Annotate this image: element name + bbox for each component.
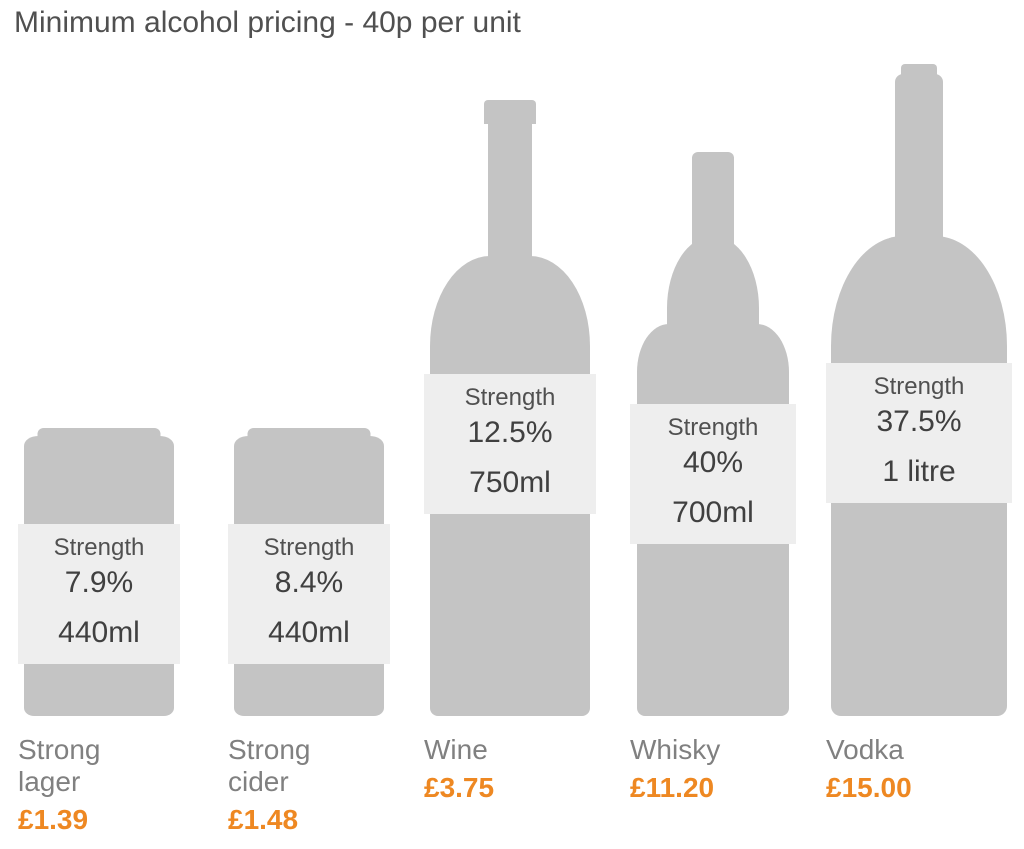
drink-label-box: Strength 7.9% 440ml	[18, 524, 180, 664]
drink-price: £1.39	[18, 804, 180, 836]
drink-item-wine: Strength 12.5% 750ml Wine £3.75	[424, 104, 596, 849]
drink-caption: Whisky £11.20	[630, 734, 796, 849]
strength-label: Strength	[228, 534, 390, 562]
strength-value: 40%	[630, 446, 796, 480]
drink-label-box: Strength 12.5% 750ml	[424, 374, 596, 514]
drink-item-cider: Strength 8.4% 440ml Strong cider £1.48	[228, 436, 390, 849]
drink-name-line1: Vodka	[826, 734, 1012, 766]
drink-item-lager: Strength 7.9% 440ml Strong lager £1.39	[18, 436, 180, 849]
drink-label-box: Strength 40% 700ml	[630, 404, 796, 544]
strength-value: 37.5%	[826, 405, 1012, 439]
drink-item-vodka: Strength 37.5% 1 litre Vodka £15.00	[826, 68, 1012, 849]
drink-caption: Strong cider £1.48	[228, 734, 390, 849]
drink-name-line2: lager	[18, 766, 180, 798]
drink-name-line1: Strong	[228, 734, 390, 766]
drink-caption: Vodka £15.00	[826, 734, 1012, 849]
drink-name-line1: Wine	[424, 734, 596, 766]
drink-item-whisky: Strength 40% 700ml Whisky £11.20	[630, 156, 796, 849]
strength-value: 8.4%	[228, 566, 390, 600]
drink-price: £11.20	[630, 772, 796, 804]
strength-value: 12.5%	[424, 416, 596, 450]
drink-caption: Strong lager £1.39	[18, 734, 180, 849]
volume-value: 440ml	[18, 616, 180, 650]
volume-value: 440ml	[228, 616, 390, 650]
drink-price: £3.75	[424, 772, 596, 804]
drink-price: £15.00	[826, 772, 1012, 804]
strength-label: Strength	[630, 414, 796, 442]
drink-label-box: Strength 8.4% 440ml	[228, 524, 390, 664]
drink-name-line1: Whisky	[630, 734, 796, 766]
drink-price: £1.48	[228, 804, 390, 836]
volume-value: 1 litre	[826, 455, 1012, 489]
strength-label: Strength	[18, 534, 180, 562]
strength-label: Strength	[424, 384, 596, 412]
strength-value: 7.9%	[18, 566, 180, 600]
drink-label-box: Strength 37.5% 1 litre	[826, 363, 1012, 503]
volume-value: 700ml	[630, 496, 796, 530]
drink-name-line2: cider	[228, 766, 390, 798]
strength-label: Strength	[826, 373, 1012, 401]
drink-caption: Wine £3.75	[424, 734, 596, 849]
volume-value: 750ml	[424, 466, 596, 500]
drink-name-line1: Strong	[18, 734, 180, 766]
drinks-row: Strength 7.9% 440ml Strong lager £1.39 S…	[0, 0, 1024, 849]
